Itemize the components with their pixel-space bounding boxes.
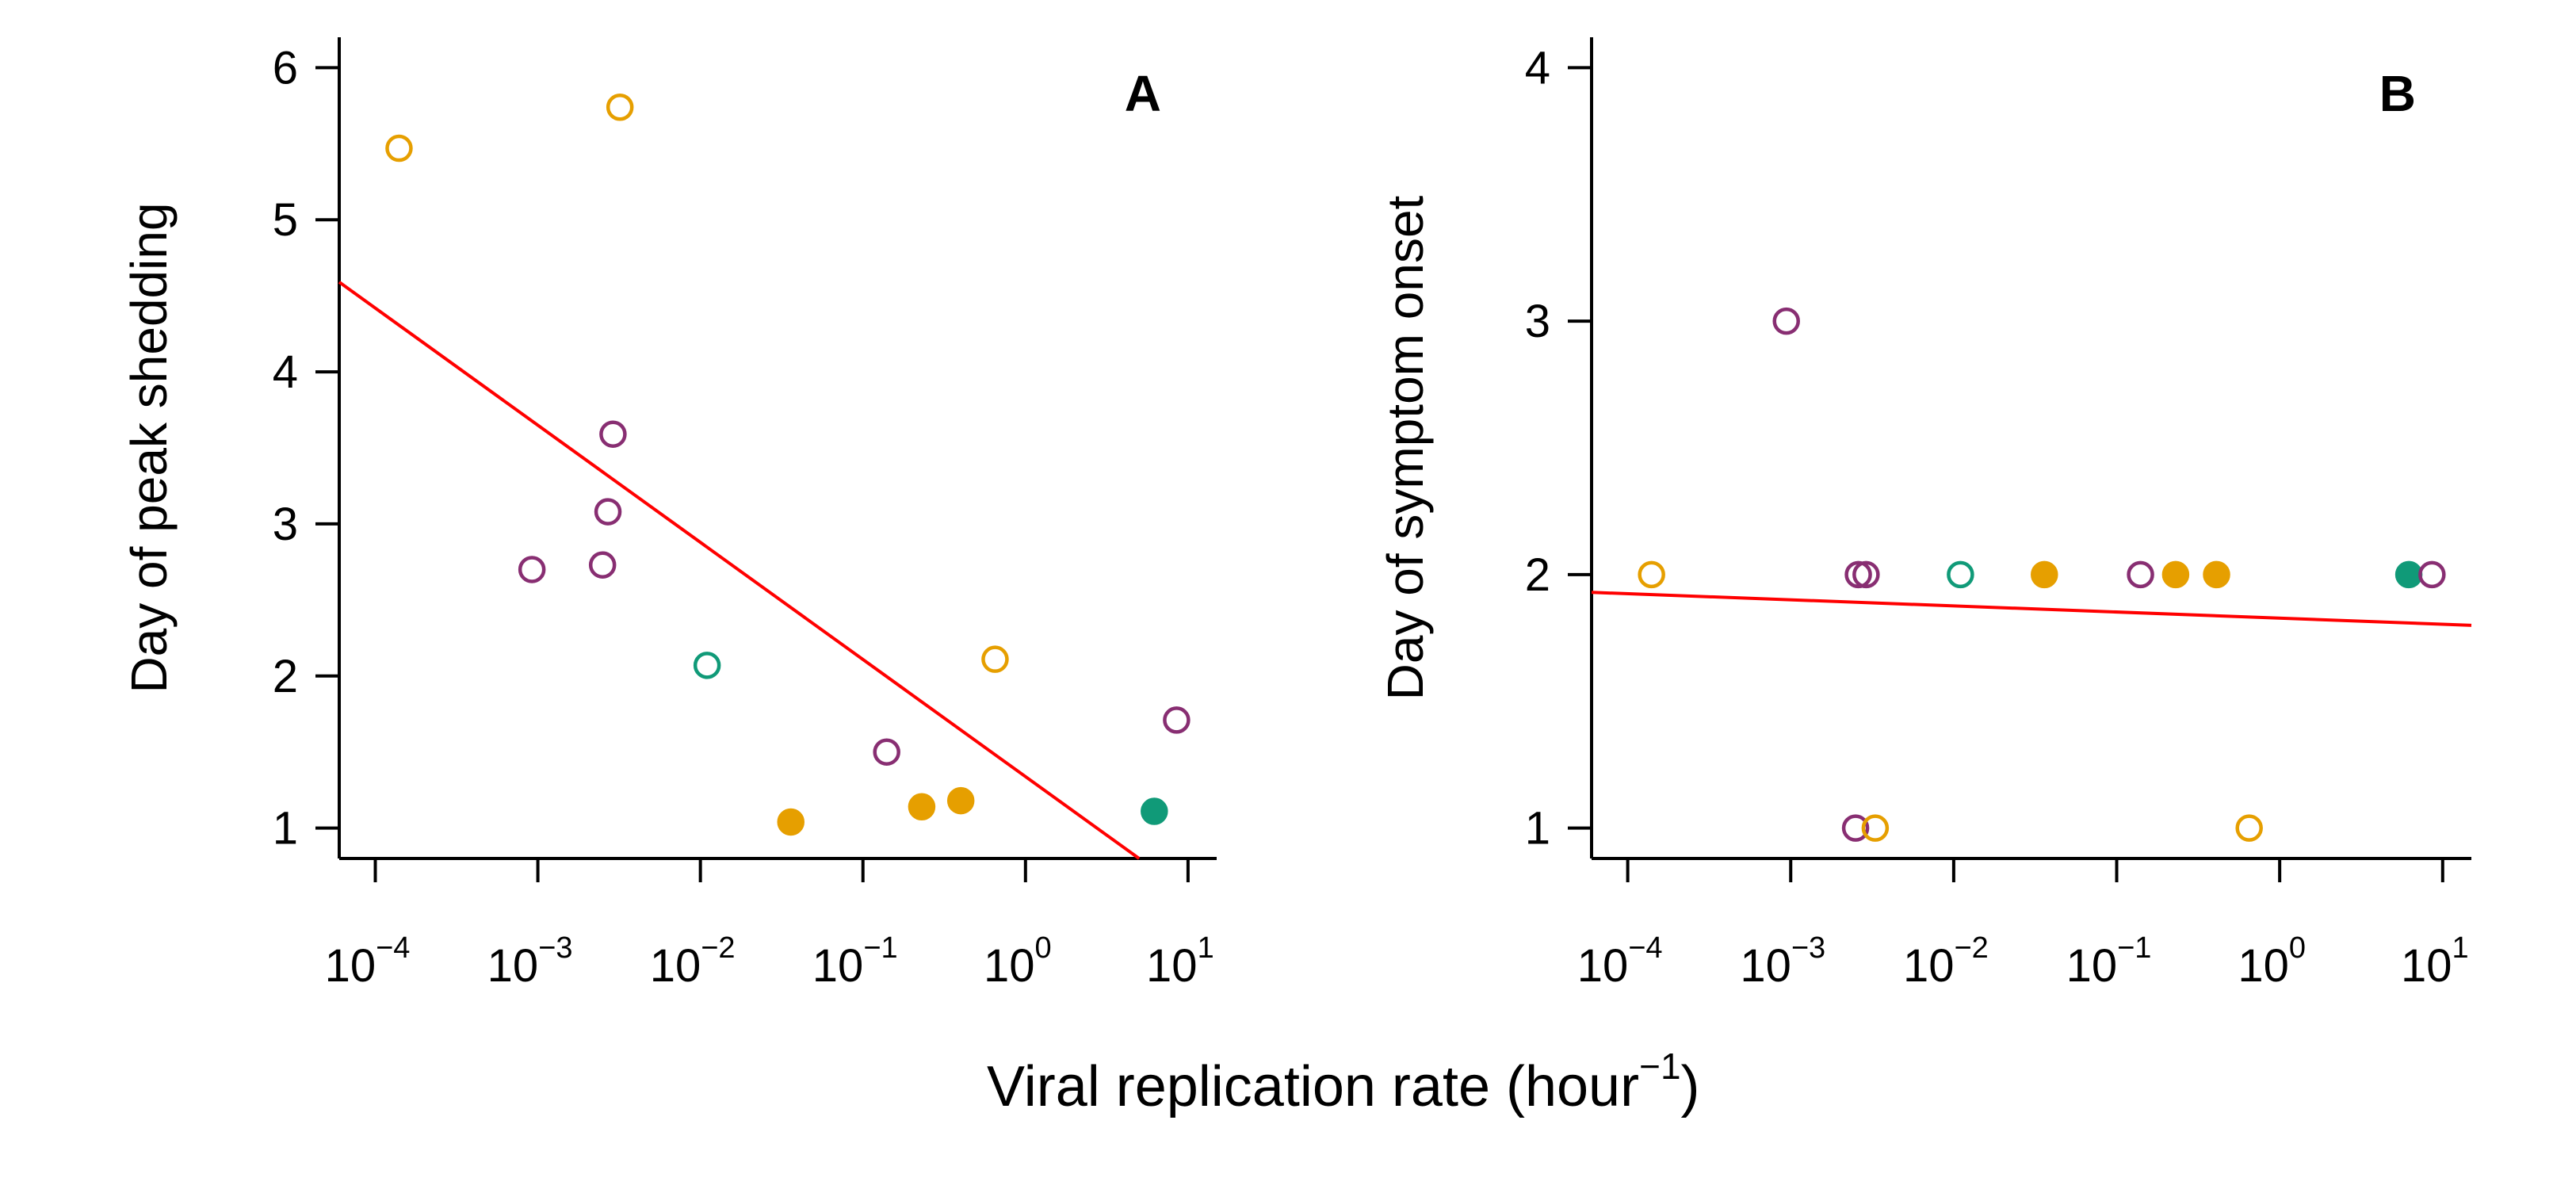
data-point-purple-open bbox=[1163, 706, 1191, 734]
x-tick-label: 10−4 bbox=[325, 931, 411, 992]
x-axis-title: Viral replication rate (hour−1) bbox=[987, 1046, 1700, 1118]
data-point-purple-open bbox=[2418, 560, 2446, 589]
x-tick-label: 10−2 bbox=[1903, 931, 1989, 992]
data-point-green-filled bbox=[2394, 560, 2423, 589]
data-point-purple-open bbox=[518, 556, 546, 583]
x-tick-label: 10−2 bbox=[650, 931, 736, 992]
data-point-purple-open bbox=[1844, 560, 1872, 589]
x-tick-label: 100 bbox=[2238, 931, 2306, 992]
panel-label: A bbox=[1125, 65, 1161, 122]
data-point-orange-filled bbox=[908, 793, 936, 821]
y-tick-label: 2 bbox=[1525, 549, 1550, 601]
fit-line bbox=[1591, 591, 2472, 627]
x-tick-label: 100 bbox=[984, 931, 1052, 992]
fit-line bbox=[338, 281, 1141, 860]
y-tick-label: 3 bbox=[1525, 296, 1550, 347]
data-point-green-open bbox=[1947, 560, 1974, 589]
y-tick-label: 5 bbox=[273, 194, 298, 246]
data-point-orange-filled bbox=[2031, 560, 2058, 589]
data-point-orange-filled bbox=[2161, 560, 2190, 589]
y-tick-label: 1 bbox=[273, 803, 298, 855]
x-tick-label: 10−1 bbox=[812, 931, 898, 992]
x-tick-label: 101 bbox=[2401, 931, 2469, 992]
x-tick-label: 10−1 bbox=[2066, 931, 2152, 992]
panel-label: B bbox=[2379, 65, 2416, 122]
data-point-orange-open bbox=[2235, 814, 2263, 842]
y-axis-title: Day of symptom onset bbox=[1377, 195, 1434, 700]
data-point-purple-open bbox=[873, 738, 900, 766]
data-point-green-filled bbox=[1141, 797, 1168, 825]
panel-a: 1 2 3 4 5 6 10−4 10−3 10−2 10−1 100 101 Day of peak … bbox=[120, 37, 1217, 992]
panel-b: 1 2 3 4 10−4 10−3 10−2 10−1 100 101 Day of symptom… bbox=[1377, 37, 2472, 992]
data-point-green-open bbox=[693, 652, 721, 679]
data-point-purple-open bbox=[1772, 307, 1800, 335]
x-tick-label: 10−3 bbox=[1740, 931, 1825, 992]
x-tick-label: 10−4 bbox=[1577, 931, 1663, 992]
data-point-purple-open bbox=[588, 551, 617, 579]
y-tick-label: 4 bbox=[1525, 42, 1550, 94]
y-tick-label: 2 bbox=[273, 651, 298, 702]
data-point-orange-filled bbox=[946, 786, 975, 815]
y-tick-label: 6 bbox=[273, 42, 298, 94]
x-tick-label: 101 bbox=[1146, 931, 1214, 992]
y-tick-label: 1 bbox=[1525, 803, 1550, 855]
y-tick-label: 4 bbox=[273, 346, 298, 398]
data-point-purple-open bbox=[599, 420, 627, 448]
x-tick-label: 10−3 bbox=[487, 931, 573, 992]
data-point-orange-open bbox=[1861, 814, 1890, 842]
data-point-purple-open bbox=[2127, 560, 2154, 589]
data-point-orange-open bbox=[606, 94, 634, 121]
y-axis-title: Day of peak shedding bbox=[120, 202, 178, 693]
data-point-purple-open bbox=[1852, 560, 1880, 589]
data-point-orange-filled bbox=[777, 808, 805, 836]
data-point-orange-open bbox=[385, 134, 413, 163]
data-point-orange-filled bbox=[2203, 560, 2230, 589]
data-point-orange-open bbox=[1638, 560, 1665, 589]
data-point-orange-open bbox=[981, 645, 1009, 673]
data-point-purple-open bbox=[1841, 814, 1870, 842]
y-tick-label: 3 bbox=[273, 499, 298, 550]
data-point-purple-open bbox=[594, 498, 622, 526]
